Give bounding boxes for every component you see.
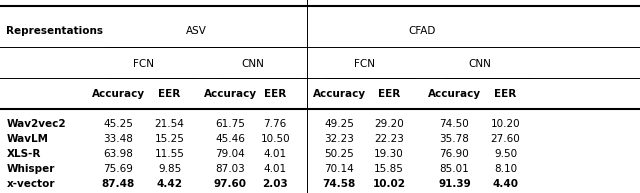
Text: 85.01: 85.01 [440,164,469,174]
Text: EER: EER [378,89,400,99]
Text: 22.23: 22.23 [374,134,404,144]
Text: 76.90: 76.90 [440,149,469,159]
Text: Accuracy: Accuracy [428,89,481,99]
Text: 29.20: 29.20 [374,119,404,129]
Text: 4.40: 4.40 [493,179,518,189]
Text: 75.69: 75.69 [104,164,133,174]
Text: FCN: FCN [134,59,154,69]
Text: Whisper: Whisper [6,164,55,174]
Text: 15.25: 15.25 [155,134,184,144]
Text: XLS-R: XLS-R [6,149,41,159]
Text: 45.46: 45.46 [216,134,245,144]
Text: 4.01: 4.01 [264,164,287,174]
Text: FCN: FCN [354,59,374,69]
Text: EER: EER [495,89,516,99]
Text: ASV: ASV [186,26,207,36]
Text: CNN: CNN [241,59,264,69]
Text: 70.14: 70.14 [324,164,354,174]
Text: 10.50: 10.50 [260,134,290,144]
Text: 4.42: 4.42 [157,179,182,189]
Text: Accuracy: Accuracy [312,89,366,99]
Text: 74.50: 74.50 [440,119,469,129]
Text: 33.48: 33.48 [104,134,133,144]
Text: 87.03: 87.03 [216,164,245,174]
Text: 10.20: 10.20 [491,119,520,129]
Text: 9.85: 9.85 [158,164,181,174]
Text: 32.23: 32.23 [324,134,354,144]
Text: 2.03: 2.03 [262,179,288,189]
Text: CNN: CNN [468,59,492,69]
Text: 9.50: 9.50 [494,149,517,159]
Text: 91.39: 91.39 [438,179,471,189]
Text: Accuracy: Accuracy [92,89,145,99]
Text: WavLM: WavLM [6,134,49,144]
Text: Accuracy: Accuracy [204,89,257,99]
Text: 79.04: 79.04 [216,149,245,159]
Text: EER: EER [159,89,180,99]
Text: 97.60: 97.60 [214,179,247,189]
Text: 4.01: 4.01 [264,149,287,159]
Text: Representations: Representations [6,26,104,36]
Text: 19.30: 19.30 [374,149,404,159]
Text: 74.58: 74.58 [323,179,356,189]
Text: 15.85: 15.85 [374,164,404,174]
Text: 61.75: 61.75 [216,119,245,129]
Text: EER: EER [264,89,286,99]
Text: 63.98: 63.98 [104,149,133,159]
Text: 45.25: 45.25 [104,119,133,129]
Text: x-vector: x-vector [6,179,55,189]
Text: 8.10: 8.10 [494,164,517,174]
Text: 21.54: 21.54 [155,119,184,129]
Text: 7.76: 7.76 [264,119,287,129]
Text: 35.78: 35.78 [440,134,469,144]
Text: 87.48: 87.48 [102,179,135,189]
Text: 11.55: 11.55 [155,149,184,159]
Text: CFAD: CFAD [409,26,436,36]
Text: Wav2vec2: Wav2vec2 [6,119,66,129]
Text: 27.60: 27.60 [491,134,520,144]
Text: 50.25: 50.25 [324,149,354,159]
Text: 10.02: 10.02 [372,179,406,189]
Text: 49.25: 49.25 [324,119,354,129]
